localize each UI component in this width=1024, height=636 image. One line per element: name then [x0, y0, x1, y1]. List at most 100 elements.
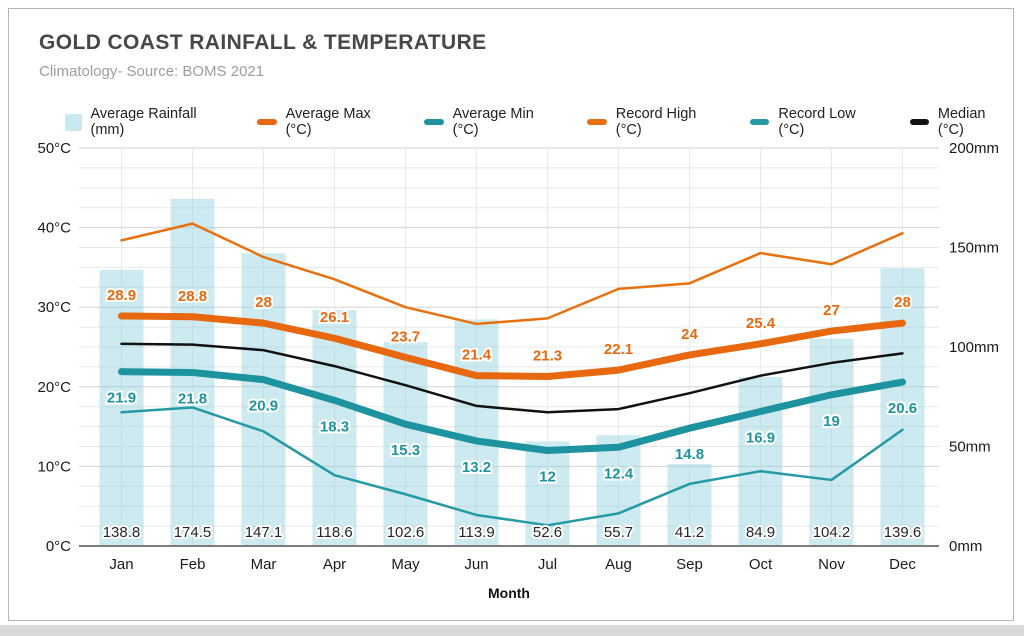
month-label-feb: Feb: [180, 556, 206, 573]
rainfall-bar-jan: [99, 269, 144, 546]
month-label-aug: Aug: [605, 556, 632, 573]
average-max-c-swatch-icon: [257, 119, 277, 125]
rainfall-value-jun: 113.9: [458, 524, 494, 541]
average-min-c-value-apr: 18.3: [320, 418, 349, 435]
y-left-tick: 10°C: [37, 458, 71, 475]
data-labels: 138.8 174.5 147.1 118.6 102.6 113.9 52.6 55.7 41…: [101, 285, 924, 543]
line-record-low-c: [120, 406, 904, 527]
y-left-tick: 40°C: [37, 220, 71, 237]
y-left-tick: 30°C: [37, 299, 71, 316]
average-max-c-value-mar: 28: [255, 294, 272, 311]
y-left-tick: 0°C: [46, 538, 71, 555]
legend-item-average-min-c[interactable]: Average Min (°C): [424, 106, 560, 138]
rainfall-value-apr: 118.6: [316, 524, 352, 541]
legend-label: Average Max (°C): [285, 106, 371, 138]
average-max-c-value-dec: 28: [894, 294, 911, 311]
legend-label: Average Rainfall (mm): [90, 106, 197, 138]
average-min-c-value-aug: 12.4: [604, 465, 634, 482]
average-min-c-swatch-icon: [424, 119, 444, 125]
legend-label: Average Min (°C): [452, 106, 534, 138]
y-right-tick: 50mm: [949, 439, 991, 456]
rainfall-bar-nov: [809, 338, 854, 546]
y-right-tick: 0mm: [949, 538, 982, 555]
rainfall-bar-aug: [596, 435, 641, 546]
rainfall-bar-dec: [880, 268, 925, 546]
average-max-c-value-oct: 25.4: [746, 315, 776, 332]
month-label-jun: Jun: [464, 556, 488, 573]
median-c-swatch-icon: [909, 119, 929, 125]
average-rainfall-mm-swatch-icon: [65, 113, 82, 131]
line-median-c: [120, 342, 904, 414]
y-right-tick: 150mm: [949, 240, 999, 257]
line-average-min-c: [118, 368, 906, 454]
x-axis-title: Month: [488, 585, 530, 601]
rainfall-value-mar: 147.1: [245, 524, 283, 541]
y-right-tick: 200mm: [949, 140, 999, 157]
gridlines: [79, 147, 939, 546]
legend-label: Median (°C): [937, 106, 986, 138]
month-label-jul: Jul: [538, 556, 557, 573]
average-max-c-value-feb: 28.8: [178, 288, 207, 305]
rainfall-value-dec: 139.6: [884, 524, 922, 541]
month-label-oct: Oct: [749, 556, 773, 573]
month-label-sep: Sep: [676, 556, 703, 573]
bottom-scroll-strip: [0, 625, 1024, 636]
line-record-high-c: [120, 222, 904, 326]
month-label-jan: Jan: [109, 556, 133, 573]
rainfall-bar-sep: [667, 464, 712, 546]
rainfall-value-sep: 41.2: [675, 524, 704, 541]
legend-item-average-rainfall-mm[interactable]: Average Rainfall (mm): [65, 106, 230, 138]
rainfall-bar-may: [383, 341, 428, 546]
average-max-c-value-jun: 21.4: [462, 347, 492, 364]
average-min-c-value-jul: 12: [539, 468, 556, 485]
rainfall-bar-oct: [738, 377, 783, 546]
legend-label: Record Low (°C): [778, 106, 856, 138]
legend-item-record-low-c[interactable]: Record Low (°C): [750, 106, 882, 138]
legend: Average Rainfall (mm) Average Max (°C) Ave…: [65, 106, 1013, 138]
line-average-max-c: [118, 312, 906, 380]
y-right-tick: 100mm: [949, 339, 999, 356]
month-label-apr: Apr: [323, 556, 346, 573]
month-label-may: May: [391, 556, 420, 573]
average-max-c-value-jan: 28.9: [107, 287, 136, 304]
record-low-c-swatch-icon: [750, 119, 770, 125]
average-max-c-value-may: 23.7: [391, 328, 420, 345]
average-min-c-value-jun: 13.2: [462, 459, 491, 476]
chart-frame: GOLD COAST RAINFALL & TEMPERATURE Climat…: [8, 8, 1014, 621]
y-left-tick: 50°C: [37, 140, 71, 157]
chart-subtitle: Climatology- Source: BOMS 2021: [39, 63, 265, 80]
legend-item-median-c[interactable]: Median (°C): [909, 106, 1014, 138]
average-min-c-value-sep: 14.8: [675, 446, 704, 463]
average-max-c-value-aug: 22.1: [604, 341, 633, 358]
axes: 0°C 10°C 20°C 30°C 40°C 50°C 0mm 50mm 100mm 150mm…: [37, 140, 999, 601]
average-max-c-value-apr: 26.1: [320, 309, 349, 326]
chart-svg: 138.8 174.5 147.1 118.6 102.6 113.9 52.6 55.7 41…: [37, 140, 999, 601]
month-label-mar: Mar: [251, 556, 277, 573]
temperature-lines: [118, 222, 906, 527]
average-min-c-value-dec: 20.6: [888, 400, 917, 417]
rainfall-value-nov: 104.2: [813, 524, 851, 541]
rainfall-value-may: 102.6: [387, 524, 425, 541]
average-max-c-value-nov: 27: [823, 302, 840, 319]
rainfall-value-jan: 138.8: [103, 524, 141, 541]
legend-item-record-high-c[interactable]: Record High (°C): [587, 106, 723, 138]
rainfall-value-aug: 55.7: [604, 524, 633, 541]
chart-title: GOLD COAST RAINFALL & TEMPERATURE: [39, 31, 487, 54]
average-min-c-value-jan: 21.9: [107, 390, 136, 407]
average-min-c-value-mar: 20.9: [249, 398, 278, 415]
month-label-nov: Nov: [818, 556, 845, 573]
average-min-c-value-feb: 21.8: [178, 390, 207, 407]
legend-label: Record High (°C): [615, 106, 697, 138]
average-min-c-value-oct: 16.9: [746, 429, 775, 446]
record-high-c-swatch-icon: [587, 119, 607, 125]
rainfall-value-jul: 52.6: [533, 524, 562, 541]
rainfall-value-oct: 84.9: [746, 524, 775, 541]
rainfall-value-feb: 174.5: [174, 524, 212, 541]
rainfall-bar-jul: [525, 441, 570, 546]
average-min-c-value-nov: 19: [823, 413, 840, 430]
month-label-dec: Dec: [889, 556, 916, 573]
legend-item-average-max-c[interactable]: Average Max (°C): [257, 106, 397, 138]
average-max-c-value-sep: 24: [681, 326, 698, 343]
average-min-c-value-may: 15.3: [391, 442, 420, 459]
